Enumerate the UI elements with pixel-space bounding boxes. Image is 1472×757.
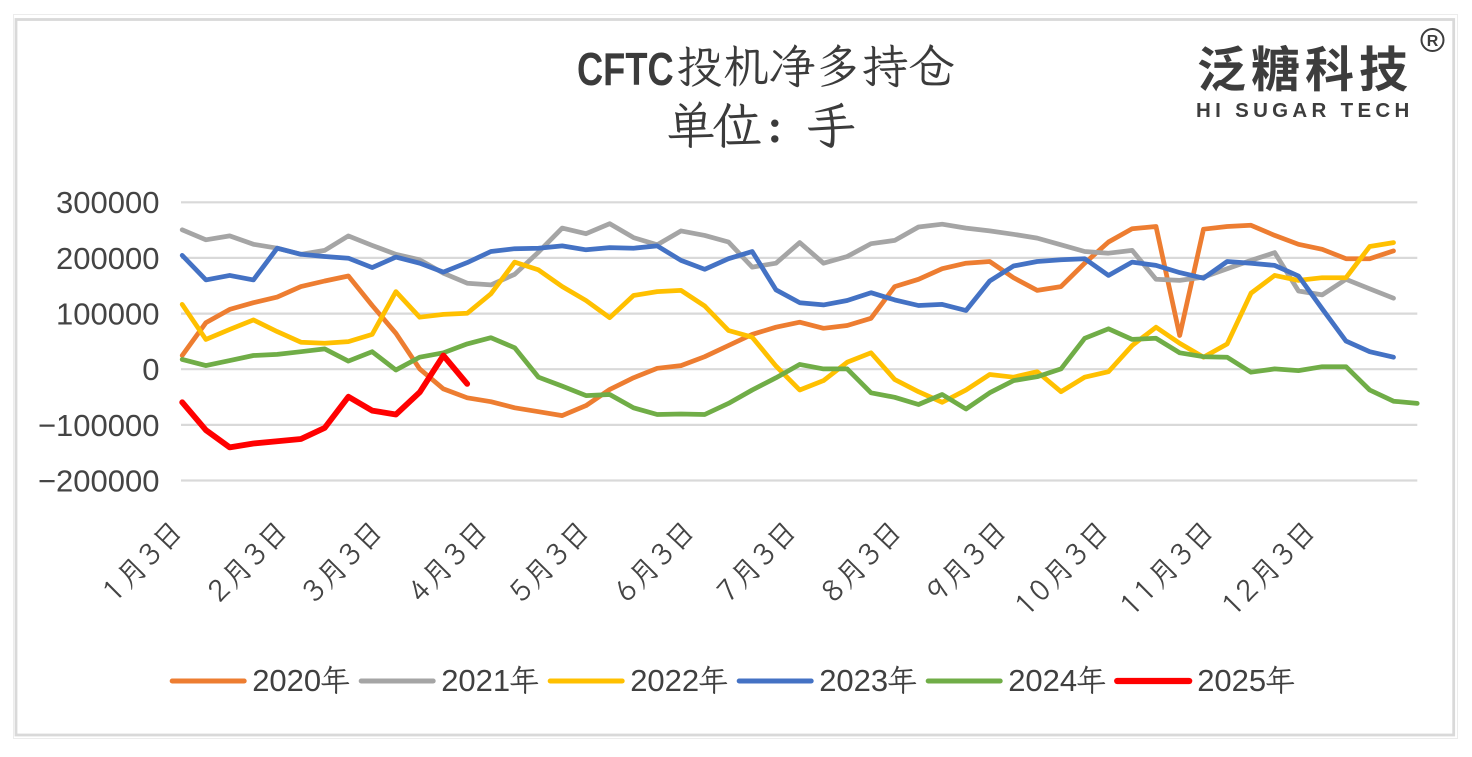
svg-text:CFTC: CFTC (577, 43, 674, 95)
svg-text:2021: 2021 (441, 663, 510, 698)
svg-text:HI SUGAR TECH: HI SUGAR TECH (1196, 99, 1414, 122)
svg-text:2020: 2020 (252, 663, 321, 698)
svg-text:−100000: −100000 (38, 408, 160, 443)
svg-text:−200000: −200000 (38, 463, 160, 498)
svg-text:200000: 200000 (56, 241, 159, 276)
svg-text:2023: 2023 (819, 663, 888, 698)
svg-text:100000: 100000 (56, 297, 159, 332)
svg-text:2024: 2024 (1008, 663, 1077, 698)
svg-text:2022: 2022 (630, 663, 699, 698)
svg-text:R: R (1427, 33, 1439, 50)
svg-text:2025: 2025 (1197, 663, 1266, 698)
svg-text:300000: 300000 (56, 185, 159, 220)
svg-text:0: 0 (142, 352, 159, 387)
